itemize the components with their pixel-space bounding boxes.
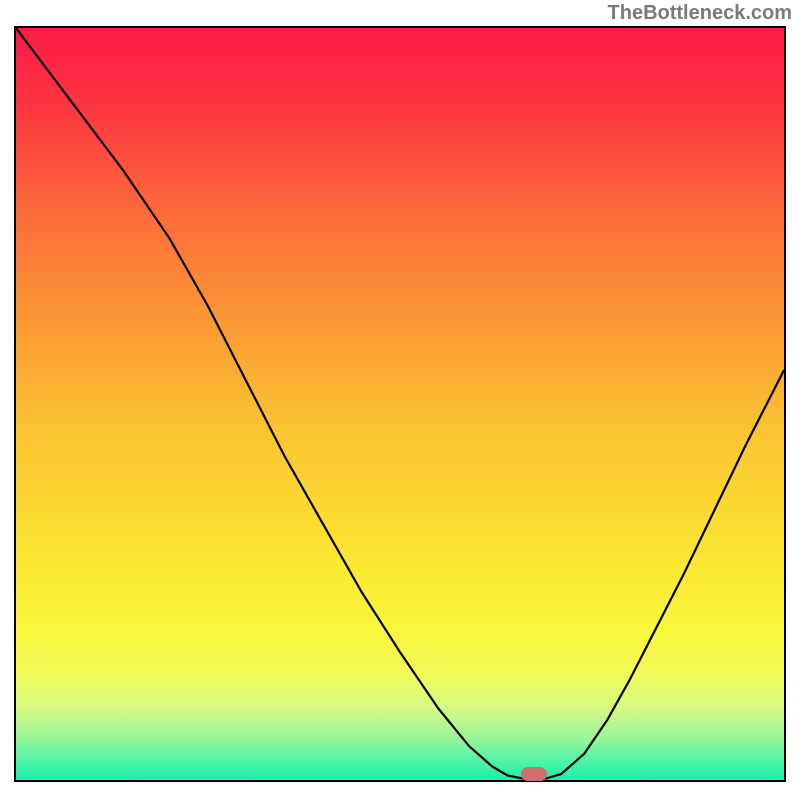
chart-plot-area: [14, 26, 786, 782]
optimum-marker: [521, 767, 547, 781]
bottleneck-curve: [16, 28, 784, 780]
watermark-text: TheBottleneck.com: [608, 2, 792, 25]
